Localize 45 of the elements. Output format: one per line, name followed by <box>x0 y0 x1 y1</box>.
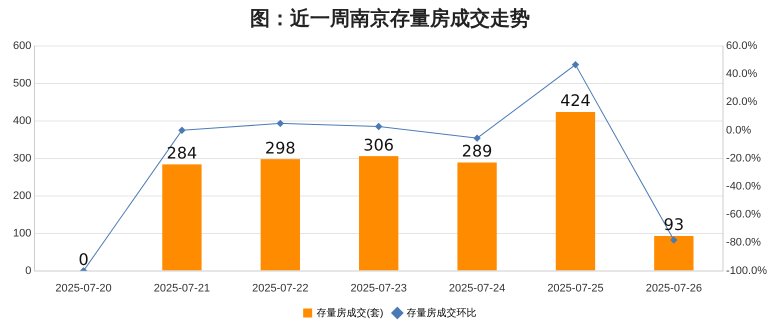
bar <box>260 159 300 270</box>
chart-title: 图：近一周南京存量房成交走势 <box>249 5 531 32</box>
y-tick-label: 0 <box>25 264 32 277</box>
y2-tick-label: -40.0% <box>726 180 762 193</box>
y2-tick-label: -60.0% <box>726 208 762 221</box>
y-tick-label: 100 <box>12 227 32 240</box>
y2-tick-label: -100.0% <box>726 264 768 277</box>
y2-tick-label: -20.0% <box>726 152 762 164</box>
legend-label: 存量房成交(套) <box>316 306 384 319</box>
y-tick-label: 300 <box>12 152 32 164</box>
y2-tick-label: 60.0% <box>726 40 758 52</box>
x-tick-label: 2025-07-26 <box>646 282 702 294</box>
x-tick-label: 2025-07-22 <box>252 282 308 294</box>
x-tick-label: 2025-07-21 <box>154 282 210 294</box>
y2-tick-label: 40.0% <box>726 68 758 80</box>
data-label: 93 <box>664 215 684 234</box>
y2-tick-label: 20.0% <box>726 96 758 108</box>
y2-tick-label: -80.0% <box>726 236 762 249</box>
point <box>375 123 382 130</box>
y-tick-label: 400 <box>12 114 32 127</box>
x-tick-label: 2025-07-23 <box>350 282 407 294</box>
point <box>178 126 186 134</box>
bar <box>359 156 398 270</box>
data-label: 424 <box>560 91 591 110</box>
legend-label: 存量房成交环比 <box>406 306 476 319</box>
point <box>276 120 284 127</box>
x-tick-label: 2025-07-20 <box>55 282 112 294</box>
point <box>572 61 579 68</box>
data-label: 0 <box>78 250 89 269</box>
x-tick-label: 2025-07-24 <box>448 282 506 294</box>
x-tick-label: 2025-07-25 <box>547 282 604 294</box>
bar <box>457 162 497 270</box>
data-label: 284 <box>166 144 198 163</box>
y-tick-label: 600 <box>12 40 32 52</box>
y2-tick-label: 0.0% <box>726 124 752 136</box>
point <box>474 134 481 142</box>
y-tick-label: 200 <box>12 190 32 202</box>
data-label: 289 <box>462 142 492 161</box>
bar <box>556 112 596 270</box>
point <box>670 236 678 244</box>
bar <box>654 236 694 270</box>
data-label: 306 <box>363 135 394 154</box>
data-label: 298 <box>265 138 296 158</box>
bar <box>162 164 202 270</box>
y-tick-label: 500 <box>12 78 32 90</box>
